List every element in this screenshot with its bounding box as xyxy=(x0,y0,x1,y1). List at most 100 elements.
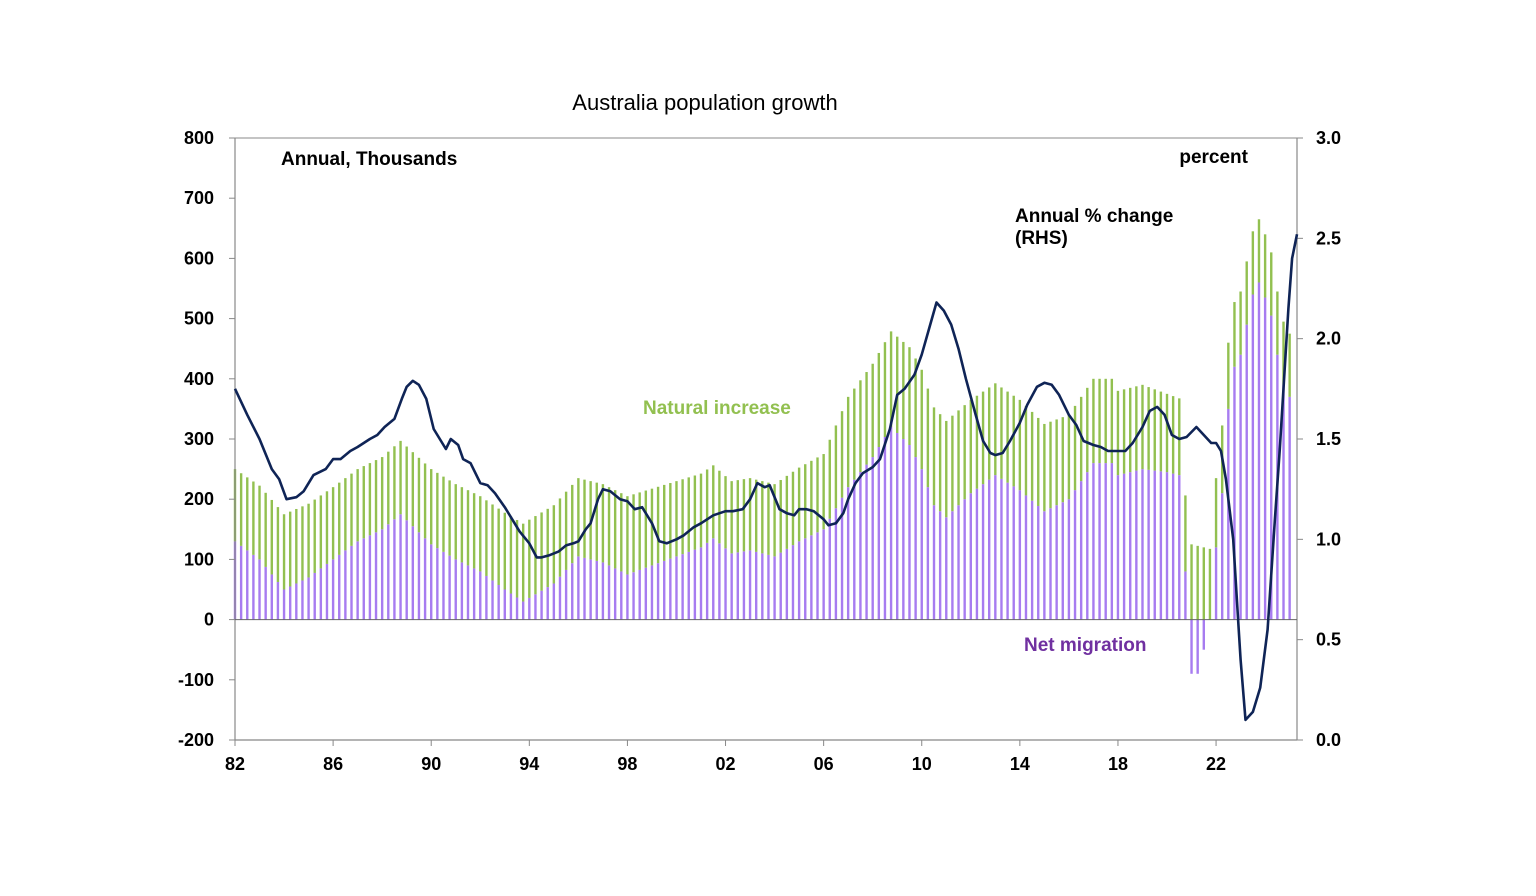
natural-increase-bar xyxy=(350,473,353,546)
left-units-label: Annual, Thousands xyxy=(281,149,457,170)
net-migration-bar xyxy=(1086,472,1089,620)
net-migration-bar xyxy=(767,554,770,620)
natural-increase-bar xyxy=(460,487,464,563)
net-migration-bar xyxy=(785,548,789,620)
net-migration-bar xyxy=(601,562,605,620)
natural-increase-bar xyxy=(853,388,856,480)
natural-increase-bar xyxy=(663,484,666,561)
net-migration-bar xyxy=(1061,502,1064,620)
net-migration-bar xyxy=(779,552,782,620)
natural-increase-bar xyxy=(1251,231,1255,295)
net-migration-bar xyxy=(1178,475,1181,620)
net-migration-bar xyxy=(1129,472,1132,620)
net-migration-bar xyxy=(816,532,819,620)
natural-increase-bar xyxy=(644,490,648,568)
left-tick-label: 700 xyxy=(184,188,214,208)
natural-increase-bar xyxy=(583,479,586,558)
net-migration-bar xyxy=(804,538,807,620)
natural-increase-bar xyxy=(693,475,697,550)
net-migration-bar xyxy=(387,524,390,620)
left-tick-label: 300 xyxy=(184,429,214,449)
natural-increase-bar xyxy=(423,463,427,539)
natural-increase-bar xyxy=(466,490,470,566)
net-migration-bar xyxy=(1202,619,1205,650)
natural-increase-bar xyxy=(558,498,562,577)
natural-increase-bar xyxy=(699,473,703,548)
right-tick-label: 2.0 xyxy=(1316,329,1341,349)
x-axis-tick-labels: 82 86 90 94 98 02 06 10 14 18 22 xyxy=(225,754,1226,774)
natural-increase-bar xyxy=(1190,544,1193,620)
natural-increase-bar xyxy=(1012,395,1015,487)
natural-increase-bar xyxy=(564,491,568,570)
net-migration-bar xyxy=(1263,297,1267,620)
net-migration-bar xyxy=(319,568,323,620)
natural-increase-bar xyxy=(338,482,341,555)
natural-increase-bar xyxy=(374,460,378,533)
natural-increase-bar xyxy=(282,514,286,590)
net-migration-bar xyxy=(761,553,764,620)
natural-increase-bar xyxy=(509,516,513,594)
net-migration-bar xyxy=(423,538,427,620)
net-migration-bar xyxy=(282,589,286,620)
natural-increase-bar xyxy=(754,479,758,552)
net-migration-bar xyxy=(754,551,758,620)
natural-increase-bar xyxy=(1092,378,1095,464)
left-tick-label: 0 xyxy=(204,610,214,630)
net-migration-bar xyxy=(638,569,641,620)
net-migration-bar xyxy=(945,517,948,620)
left-tick-label: 500 xyxy=(184,309,214,329)
natural-increase-bar xyxy=(730,481,733,554)
net-migration-bar xyxy=(509,593,513,620)
net-migration-bar xyxy=(748,550,752,620)
net-migration-bar xyxy=(981,484,985,620)
net-migration-bar xyxy=(1006,482,1009,620)
net-migration-bar xyxy=(325,563,329,620)
natural-increase-bar xyxy=(601,484,605,563)
net-migration-bar xyxy=(1000,478,1003,620)
net-migration-bar xyxy=(693,549,697,620)
net-migration-bar xyxy=(963,499,966,620)
natural-increase-bar xyxy=(822,454,825,530)
natural-increase-bar xyxy=(773,484,776,557)
natural-increase-bar xyxy=(969,399,972,494)
natural-increase-bar xyxy=(1276,291,1279,355)
natural-increase-bar xyxy=(994,383,997,476)
natural-increase-bar xyxy=(1122,389,1126,474)
natural-increase-bar xyxy=(620,493,623,572)
net-migration-bar xyxy=(718,543,721,620)
net-migration-bar xyxy=(932,505,936,620)
x-tick-label: 02 xyxy=(716,754,736,774)
natural-increase-bar xyxy=(442,476,445,552)
natural-increase-bar xyxy=(607,487,611,566)
natural-increase-bar xyxy=(387,451,390,525)
net-migration-bar xyxy=(1245,324,1248,620)
net-migration-bar xyxy=(258,559,261,620)
natural-increase-bar xyxy=(1098,378,1101,464)
net-migration-bar xyxy=(252,554,255,620)
right-tick-label: 2.5 xyxy=(1316,228,1341,248)
net-migration-bar xyxy=(969,493,972,620)
natural-increase-bar xyxy=(1049,421,1052,509)
net-migration-bar xyxy=(626,574,629,620)
net-migration-bar xyxy=(607,565,611,620)
net-migration-bar xyxy=(1196,619,1199,674)
net-migration-bar xyxy=(1104,463,1107,620)
natural-increase-bar xyxy=(742,479,746,552)
net-migration-bar xyxy=(1159,471,1163,620)
natural-increase-bar xyxy=(405,446,408,521)
net-migration-bar xyxy=(938,511,942,620)
net-migration-bar xyxy=(1239,354,1242,620)
natural-increase-bar xyxy=(1055,419,1058,506)
net-migration-bar xyxy=(528,597,531,620)
natural-increase-bar xyxy=(889,331,893,427)
net-migration-bar xyxy=(669,558,672,620)
net-migration-bar xyxy=(1270,315,1273,620)
net-migration-bar xyxy=(1098,463,1101,620)
natural-increase-bar xyxy=(797,467,801,542)
net-migration-bar xyxy=(613,568,617,620)
natural-increase-bar xyxy=(1006,391,1009,483)
net-migration-bar xyxy=(675,556,678,620)
net-migration-bar xyxy=(994,475,997,620)
natural-increase-bar xyxy=(656,486,660,564)
